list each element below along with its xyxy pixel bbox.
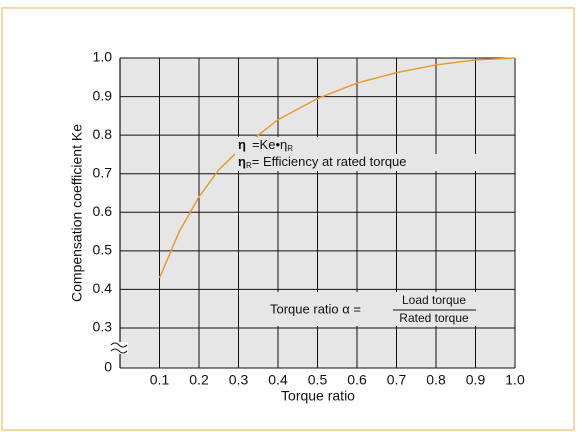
curve: [158, 57, 516, 279]
axis-break: [110, 342, 128, 354]
x-tick-label: 0.4: [268, 372, 288, 388]
annotation-bg: [266, 292, 482, 326]
x-axis-label: Torque ratio: [281, 388, 355, 404]
annotation-text: R: [246, 161, 252, 170]
annotation-text: η: [238, 137, 246, 152]
x-tick-label: 1.0: [505, 372, 525, 388]
y-tick-label: 0.7: [93, 164, 113, 180]
y-tick-label: 1.0: [93, 49, 113, 65]
annotation: η =Ke•ηR: [238, 137, 293, 153]
grid: [119, 57, 516, 369]
annotation-text: Load torque: [402, 293, 466, 307]
annotation-text: η: [238, 154, 246, 169]
x-tick-label: 0.5: [308, 372, 328, 388]
annotation: ηR= Efficiency at rated torque: [238, 154, 407, 170]
y-axis-label: Compensation coefficient Ke: [69, 124, 85, 302]
y-tick-label: 0.5: [93, 242, 113, 258]
x-tick-label: 0.8: [426, 372, 446, 388]
annotation-text: =Ke•η: [252, 137, 287, 152]
x-tick-label: 0.3: [229, 372, 249, 388]
x-tick-label: 0.2: [189, 372, 209, 388]
x-tick-label: 0.7: [387, 372, 407, 388]
annotation-text: = Efficiency at rated torque: [252, 154, 407, 169]
y-tick-label: 0.3: [93, 319, 113, 335]
annotation-text: Torque ratio α =: [270, 301, 361, 316]
y-tick-label: 0: [104, 359, 112, 375]
y-tick-label: 0.9: [93, 87, 113, 103]
y-tick-label: 0.8: [93, 126, 113, 142]
y-tick-label: 0.6: [93, 203, 113, 219]
axis-break-bg: [110, 342, 128, 354]
y-tick-label: 0.4: [93, 280, 113, 296]
annotation-bg: [235, 154, 511, 171]
x-tick-label: 0.1: [150, 372, 170, 388]
annotation-text: R: [287, 144, 293, 153]
annotation-bg: [235, 137, 333, 154]
x-tick-label: 0.6: [347, 372, 367, 388]
annotation-text: Rated torque: [399, 311, 469, 325]
x-tick-label: 0.9: [466, 372, 486, 388]
